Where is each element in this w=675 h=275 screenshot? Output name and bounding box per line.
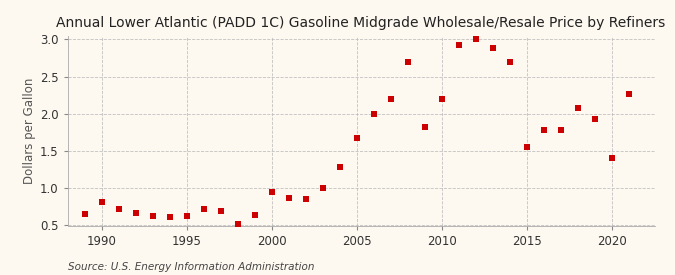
Point xyxy=(164,215,175,219)
Point xyxy=(300,197,311,202)
Point xyxy=(470,37,481,42)
Point xyxy=(607,156,618,160)
Point xyxy=(590,117,601,121)
Text: Source: U.S. Energy Information Administration: Source: U.S. Energy Information Administ… xyxy=(68,262,314,272)
Point xyxy=(182,214,192,218)
Point xyxy=(317,186,328,191)
Point xyxy=(522,144,533,149)
Point xyxy=(573,106,584,110)
Point xyxy=(249,213,260,217)
Point xyxy=(505,60,516,64)
Point xyxy=(198,207,209,211)
Point xyxy=(487,46,498,51)
Point xyxy=(215,208,226,213)
Point xyxy=(267,190,277,194)
Point xyxy=(352,136,362,140)
Point xyxy=(147,214,158,218)
Point xyxy=(420,124,431,129)
Point xyxy=(624,92,634,96)
Point xyxy=(402,60,413,64)
Point xyxy=(284,196,294,200)
Title: Annual Lower Atlantic (PADD 1C) Gasoline Midgrade Wholesale/Resale Price by Refi: Annual Lower Atlantic (PADD 1C) Gasoline… xyxy=(57,16,666,31)
Point xyxy=(113,207,124,211)
Point xyxy=(454,42,464,47)
Point xyxy=(385,97,396,101)
Point xyxy=(437,97,448,101)
Point xyxy=(369,112,379,116)
Point xyxy=(556,128,566,133)
Point xyxy=(130,211,141,215)
Point xyxy=(539,128,549,133)
Point xyxy=(232,222,243,226)
Y-axis label: Dollars per Gallon: Dollars per Gallon xyxy=(23,78,36,184)
Point xyxy=(79,211,90,216)
Point xyxy=(334,165,345,170)
Point xyxy=(96,200,107,205)
